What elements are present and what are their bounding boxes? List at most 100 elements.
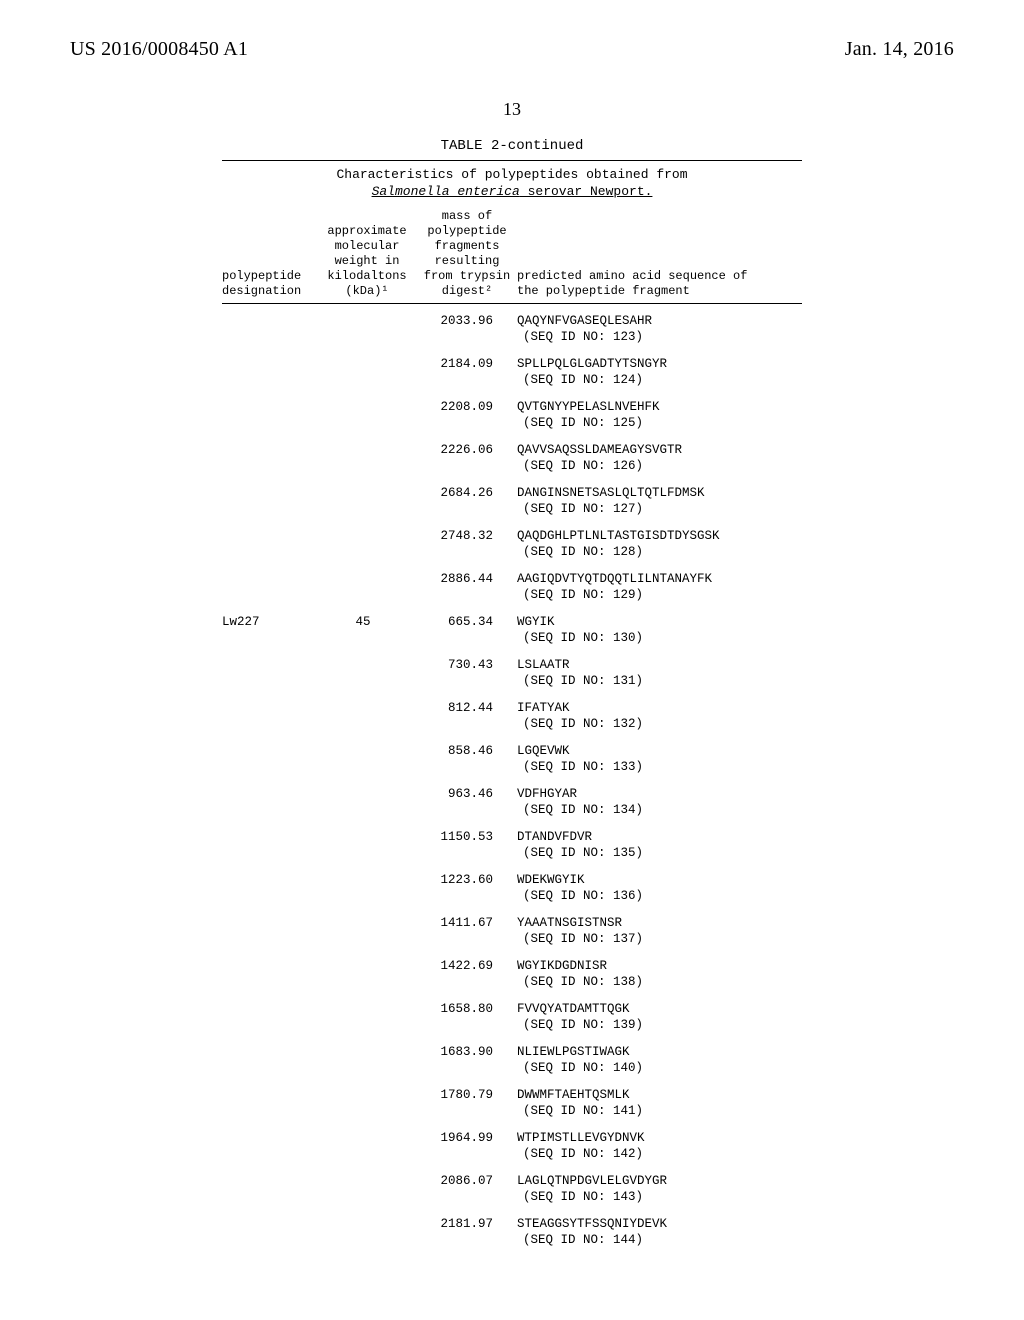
- cell-designation: [222, 830, 317, 861]
- col-header-text: mass of: [442, 209, 492, 223]
- table-row: 2033.96QAQYNFVGASEQLESAHR(SEQ ID NO: 123…: [222, 314, 802, 345]
- sequence-text: VDFHGYAR: [517, 787, 802, 802]
- rule: [222, 160, 802, 161]
- cell-sequence: AAGIQDVTYQTDQQTLILNTANAYFK(SEQ ID NO: 12…: [517, 572, 802, 603]
- cell-mass: 2184.09: [417, 357, 517, 388]
- cell-mass: 665.34: [417, 615, 517, 646]
- table-row: 1223.60WDEKWGYIK(SEQ ID NO: 136): [222, 873, 802, 904]
- seq-id: (SEQ ID NO: 141): [517, 1104, 802, 1119]
- col-header-text: kilodaltons: [327, 269, 406, 283]
- sequence-text: AAGIQDVTYQTDQQTLILNTANAYFK: [517, 572, 802, 587]
- seq-id: (SEQ ID NO: 132): [517, 717, 802, 732]
- cell-weight: [317, 314, 417, 345]
- cell-designation: [222, 1174, 317, 1205]
- table-row: 858.46LGQEVWK(SEQ ID NO: 133): [222, 744, 802, 775]
- col-header-text: (kDa)¹: [345, 284, 388, 298]
- seq-id: (SEQ ID NO: 144): [517, 1233, 802, 1248]
- cell-weight: [317, 357, 417, 388]
- cell-mass: 2886.44: [417, 572, 517, 603]
- cell-weight: [317, 658, 417, 689]
- cell-mass: 2033.96: [417, 314, 517, 345]
- table-row: 963.46VDFHGYAR(SEQ ID NO: 134): [222, 787, 802, 818]
- cell-designation: [222, 1002, 317, 1033]
- pub-date: Jan. 14, 2016: [845, 38, 954, 61]
- cell-weight: [317, 529, 417, 560]
- seq-id: (SEQ ID NO: 143): [517, 1190, 802, 1205]
- cell-sequence: FVVQYATDAMTTQGK(SEQ ID NO: 139): [517, 1002, 802, 1033]
- cell-weight: [317, 1088, 417, 1119]
- cell-sequence: IFATYAK(SEQ ID NO: 132): [517, 701, 802, 732]
- table-row: 812.44IFATYAK(SEQ ID NO: 132): [222, 701, 802, 732]
- table-row: 1150.53DTANDVFDVR(SEQ ID NO: 135): [222, 830, 802, 861]
- table-caption: TABLE 2-continued: [70, 138, 954, 154]
- cell-designation: [222, 529, 317, 560]
- cell-sequence: NLIEWLPGSTIWAGK(SEQ ID NO: 140): [517, 1045, 802, 1076]
- table-row: 2886.44AAGIQDVTYQTDQQTLILNTANAYFK(SEQ ID…: [222, 572, 802, 603]
- col-header-text: designation: [222, 284, 301, 298]
- cell-designation: [222, 1131, 317, 1162]
- cell-weight: [317, 873, 417, 904]
- cell-sequence: SPLLPQLGLGADTYTSNGYR(SEQ ID NO: 124): [517, 357, 802, 388]
- cell-designation: [222, 486, 317, 517]
- cell-designation: [222, 658, 317, 689]
- page-header: US 2016/0008450 A1 Jan. 14, 2016: [70, 38, 954, 61]
- table-row: 2226.06QAVVSAQSSLDAMEAGYSVGTR(SEQ ID NO:…: [222, 443, 802, 474]
- column-headers: polypeptide designation approximate mole…: [222, 209, 802, 299]
- sequence-text: LGQEVWK: [517, 744, 802, 759]
- cell-mass: 2208.09: [417, 400, 517, 431]
- cell-sequence: DWWMFTAEHTQSMLK(SEQ ID NO: 141): [517, 1088, 802, 1119]
- cell-weight: [317, 1174, 417, 1205]
- cell-sequence: QVTGNYYPELASLNVEHFK(SEQ ID NO: 125): [517, 400, 802, 431]
- table-row: 1964.99WTPIMSTLLEVGYDNVK(SEQ ID NO: 142): [222, 1131, 802, 1162]
- seq-id: (SEQ ID NO: 127): [517, 502, 802, 517]
- cell-sequence: QAQDGHLPTLNLTASTGISDTDYSGSK(SEQ ID NO: 1…: [517, 529, 802, 560]
- cell-sequence: DANGINSNETSASLQLTQTLFDMSK(SEQ ID NO: 127…: [517, 486, 802, 517]
- sequence-text: STEAGGSYTFSSQNIYDEVK: [517, 1217, 802, 1232]
- sequence-text: LSLAATR: [517, 658, 802, 673]
- sequence-text: FVVQYATDAMTTQGK: [517, 1002, 802, 1017]
- cell-weight: [317, 1002, 417, 1033]
- cell-designation: [222, 916, 317, 947]
- col-header-weight: approximate molecular weight in kilodalt…: [317, 224, 417, 299]
- table-body: 2033.96QAQYNFVGASEQLESAHR(SEQ ID NO: 123…: [222, 314, 802, 1248]
- sequence-text: NLIEWLPGSTIWAGK: [517, 1045, 802, 1060]
- cell-sequence: LAGLQTNPDGVLELGVDYGR(SEQ ID NO: 143): [517, 1174, 802, 1205]
- sequence-text: YAAATNSGISTNSR: [517, 916, 802, 931]
- cell-mass: 1150.53: [417, 830, 517, 861]
- cell-designation: [222, 1045, 317, 1076]
- seq-id: (SEQ ID NO: 134): [517, 803, 802, 818]
- table-row: 2684.26DANGINSNETSASLQLTQTLFDMSK(SEQ ID …: [222, 486, 802, 517]
- sequence-text: WGYIK: [517, 615, 802, 630]
- sequence-text: WTPIMSTLLEVGYDNVK: [517, 1131, 802, 1146]
- cell-designation: [222, 1088, 317, 1119]
- cell-weight: [317, 1045, 417, 1076]
- cell-weight: [317, 830, 417, 861]
- cell-weight: [317, 916, 417, 947]
- cell-sequence: YAAATNSGISTNSR(SEQ ID NO: 137): [517, 916, 802, 947]
- cell-sequence: QAVVSAQSSLDAMEAGYSVGTR(SEQ ID NO: 126): [517, 443, 802, 474]
- sequence-text: DWWMFTAEHTQSMLK: [517, 1088, 802, 1103]
- sequence-text: DANGINSNETSASLQLTQTLFDMSK: [517, 486, 802, 501]
- cell-designation: [222, 572, 317, 603]
- sequence-text: IFATYAK: [517, 701, 802, 716]
- cell-sequence: LGQEVWK(SEQ ID NO: 133): [517, 744, 802, 775]
- cell-mass: 1422.69: [417, 959, 517, 990]
- cell-designation: [222, 400, 317, 431]
- cell-sequence: DTANDVFDVR(SEQ ID NO: 135): [517, 830, 802, 861]
- seq-id: (SEQ ID NO: 137): [517, 932, 802, 947]
- seq-id: (SEQ ID NO: 124): [517, 373, 802, 388]
- col-header-text: resulting: [435, 254, 500, 268]
- col-header-text: weight in: [335, 254, 400, 268]
- subtitle-rest: serovar Newport.: [520, 184, 653, 199]
- cell-mass: 1964.99: [417, 1131, 517, 1162]
- sequence-text: WGYIKDGDNISR: [517, 959, 802, 974]
- cell-mass: 2086.07: [417, 1174, 517, 1205]
- seq-id: (SEQ ID NO: 131): [517, 674, 802, 689]
- col-header-text: fragments: [435, 239, 500, 253]
- cell-mass: 1658.80: [417, 1002, 517, 1033]
- table-row: 1411.67YAAATNSGISTNSR(SEQ ID NO: 137): [222, 916, 802, 947]
- rule: [222, 303, 802, 304]
- page-number: 13: [70, 99, 954, 120]
- cell-weight: [317, 701, 417, 732]
- seq-id: (SEQ ID NO: 139): [517, 1018, 802, 1033]
